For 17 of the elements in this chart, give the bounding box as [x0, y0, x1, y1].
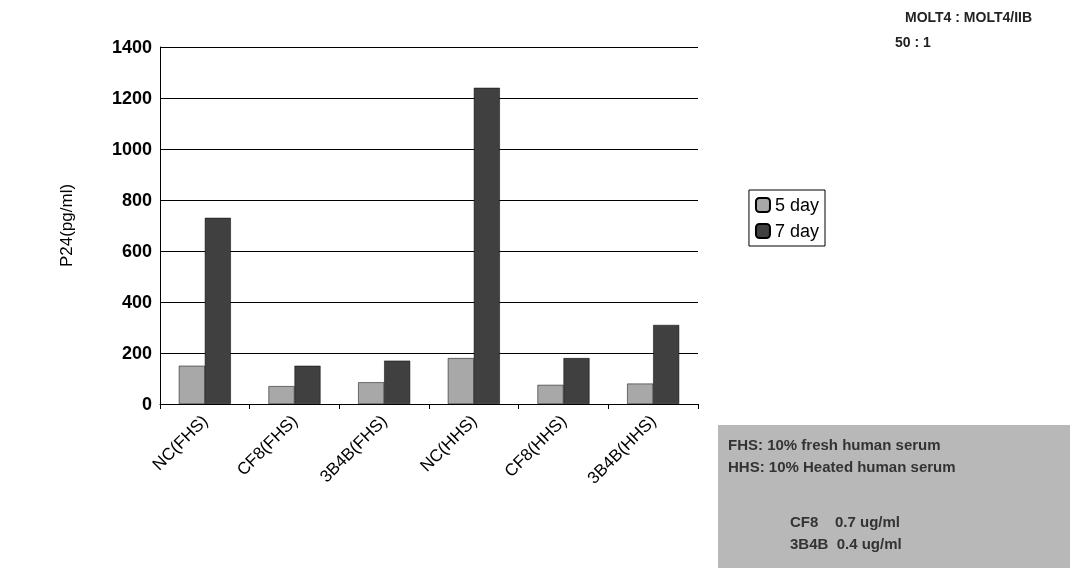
text: 3B4B 0.4 ug/ml	[790, 534, 902, 552]
y-tick-label: 600	[121, 241, 152, 261]
y-tick-label: 0	[141, 394, 152, 414]
y-tick-label: 1400	[111, 37, 152, 57]
text: CF8 0.7 ug/ml	[790, 512, 901, 530]
y-axis-title: P24(pg/ml)	[57, 183, 76, 268]
y-tick-label: 800	[121, 190, 152, 210]
legend-label: 5 day	[774, 195, 820, 215]
text: MOLT4 : MOLT4/IIB	[905, 9, 1033, 25]
text: 50 : 1	[895, 34, 932, 50]
y-tick-label: 1000	[111, 139, 152, 159]
text: FHS: 10% fresh human serum	[728, 435, 941, 453]
y-tick-label: 400	[121, 292, 152, 312]
legend-label: 7 day	[774, 221, 820, 241]
y-tick-label: 200	[121, 343, 152, 363]
y-tick-label: 1200	[111, 88, 152, 108]
text: HHS: 10% Heated human serum	[728, 457, 956, 475]
